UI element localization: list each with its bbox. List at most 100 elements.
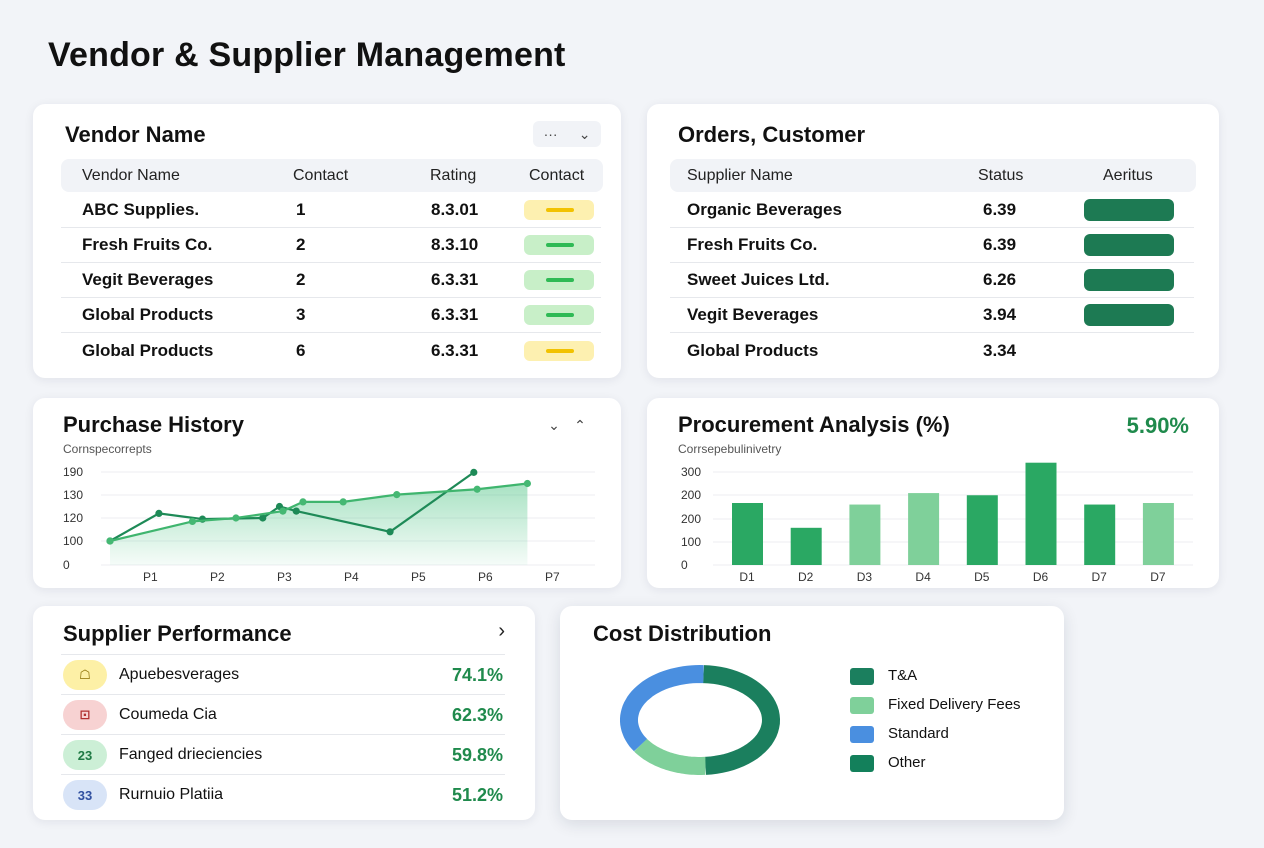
data-point[interactable] (106, 537, 114, 545)
table-row[interactable]: Sweet Juices Ltd. 6.26 (670, 263, 1194, 298)
table-row[interactable]: Vegit Beverages 2 6.3.31 (61, 263, 601, 298)
supplier-avatar-icon: 23 (63, 740, 107, 770)
legend-label: Standard (888, 725, 949, 742)
bar[interactable] (790, 527, 822, 565)
supplier-status: 3.34 (983, 340, 1017, 360)
table-row[interactable]: Organic Beverages 6.39 (670, 193, 1194, 228)
chevron-down-icon[interactable]: ⌄ (578, 125, 591, 142)
status-badge (524, 200, 594, 220)
vendor-name: Global Products (82, 340, 214, 360)
table-row[interactable]: Fresh Fruits Co. 2 8.3.10 (61, 228, 601, 263)
vendor-contact: 3 (296, 305, 306, 324)
supplier-avatar-icon: ☖ (63, 660, 107, 690)
table-row[interactable]: Vegit Beverages 3.94 (670, 298, 1194, 333)
y-tick-label: 300 (681, 465, 701, 479)
supplier-score: 51.2% (451, 785, 503, 805)
divider (61, 654, 505, 655)
x-tick-label: P4 (344, 570, 359, 584)
ellipsis-icon[interactable]: ··· (543, 126, 558, 142)
bar[interactable] (732, 503, 763, 565)
supplier-name: Organic Beverages (687, 200, 842, 219)
data-point[interactable] (339, 498, 347, 506)
status-badge (524, 270, 594, 290)
data-point[interactable] (470, 468, 478, 476)
data-point[interactable] (473, 485, 481, 493)
cost-distribution-card: Cost Distribution T&A Fixed Delivery Fees… (560, 606, 1064, 820)
data-point[interactable] (299, 498, 307, 506)
x-tick-label: D4 (915, 570, 931, 584)
data-point[interactable] (523, 479, 532, 488)
table-row[interactable]: Global Products 3.34 (670, 333, 1194, 368)
x-tick-label: D7 (1092, 570, 1108, 584)
donut-slice[interactable] (634, 738, 706, 775)
orders-table-header: Supplier Name Status Aeritus (670, 159, 1196, 192)
procurement-card: Procurement Analysis (%) 5.90% Corrsepeb… (647, 398, 1219, 588)
chart-subtitle: Cornspecorrepts (63, 442, 152, 456)
vendor-rating: 8.3.01 (431, 200, 479, 219)
y-tick-label: 130 (63, 488, 83, 502)
column-header[interactable]: Vendor Name (82, 166, 180, 184)
data-point[interactable] (155, 509, 163, 517)
status-badge (524, 340, 594, 361)
orders-card-title: Orders, Customer (678, 122, 866, 147)
chevron-down-icon[interactable]: ⌄ (548, 416, 560, 433)
legend-label: Other (888, 754, 926, 771)
table-row[interactable]: Global Products 6 6.3.31 (61, 333, 601, 368)
x-tick-label: P3 (277, 570, 292, 584)
table-row[interactable]: Global Products 3 6.3.31 (61, 298, 601, 333)
y-tick-label: 0 (681, 558, 688, 572)
y-tick-label: 100 (63, 534, 83, 548)
table-row[interactable]: ABC Supplies. 1 8.3.01 (61, 193, 601, 228)
column-header[interactable]: Status (978, 166, 1024, 184)
list-item[interactable]: ☖ Apuebesverages 74.1% (61, 655, 505, 695)
status-bar (1084, 234, 1174, 256)
column-header[interactable]: Rating (430, 166, 477, 184)
supplier-name: Rurnuio Platiia (119, 786, 224, 803)
vendor-name: Fresh Fruits Co. (82, 235, 213, 254)
y-tick-label: 120 (63, 511, 83, 525)
column-header[interactable]: Contact (293, 166, 349, 184)
bar[interactable] (849, 504, 881, 565)
vendor-card-menu[interactable]: ··· ⌄ (533, 121, 601, 147)
column-header[interactable]: Contact (529, 166, 585, 184)
data-point[interactable] (232, 514, 240, 522)
data-point[interactable] (386, 528, 394, 536)
column-header[interactable]: Aeritus (1103, 166, 1153, 184)
list-item[interactable]: 33 Rurnuio Platiia 51.2% (61, 775, 505, 815)
supplier-name: Apuebesverages (119, 666, 240, 683)
table-row[interactable]: Fresh Fruits Co. 6.39 (670, 228, 1194, 263)
x-tick-label: D7 (1150, 570, 1166, 584)
supplier-name: Sweet Juices Ltd. (687, 270, 830, 289)
legend-label: T&A (888, 667, 918, 684)
vendor-card-title: Vendor Name (65, 122, 206, 147)
bar[interactable] (966, 495, 998, 565)
chevron-right-icon[interactable]: › (498, 620, 505, 642)
legend-swatch (850, 668, 874, 685)
bar[interactable] (1142, 503, 1174, 565)
x-tick-label: P1 (143, 570, 158, 584)
list-item[interactable]: 23 Fanged drieciencies 59.8% (61, 735, 505, 775)
donut-slice[interactable] (703, 665, 781, 775)
supplier-score: 59.8% (451, 745, 503, 765)
supplier-name: Coumeda Cia (119, 706, 217, 723)
bar[interactable] (908, 493, 940, 565)
bar[interactable] (1025, 462, 1057, 565)
vendor-name: Global Products (82, 305, 214, 324)
data-point[interactable] (279, 507, 287, 515)
data-point[interactable] (259, 514, 267, 522)
x-tick-label: D1 (739, 570, 755, 584)
donut-slice[interactable] (620, 664, 704, 752)
data-point[interactable] (393, 491, 401, 499)
chevron-up-icon[interactable]: ⌃ (574, 416, 586, 433)
column-header[interactable]: Supplier Name (687, 166, 793, 184)
x-tick-label: P5 (411, 570, 426, 584)
purchase-history-controls[interactable]: ⌄ ⌃ (541, 412, 593, 438)
bar[interactable] (1084, 504, 1116, 565)
data-point[interactable] (292, 507, 300, 515)
data-point[interactable] (188, 517, 197, 526)
vendor-rating: 6.3.31 (431, 340, 479, 360)
purchase-history-card: Purchase History ⌄ ⌃ Cornspecorrepts 0 10… (33, 398, 621, 588)
vendor-card: Vendor Name ··· ⌄ Vendor Name Contact Ra… (33, 104, 621, 378)
list-item[interactable]: ⊡ Coumeda Cia 62.3% (61, 695, 505, 735)
status-badge (524, 235, 594, 255)
